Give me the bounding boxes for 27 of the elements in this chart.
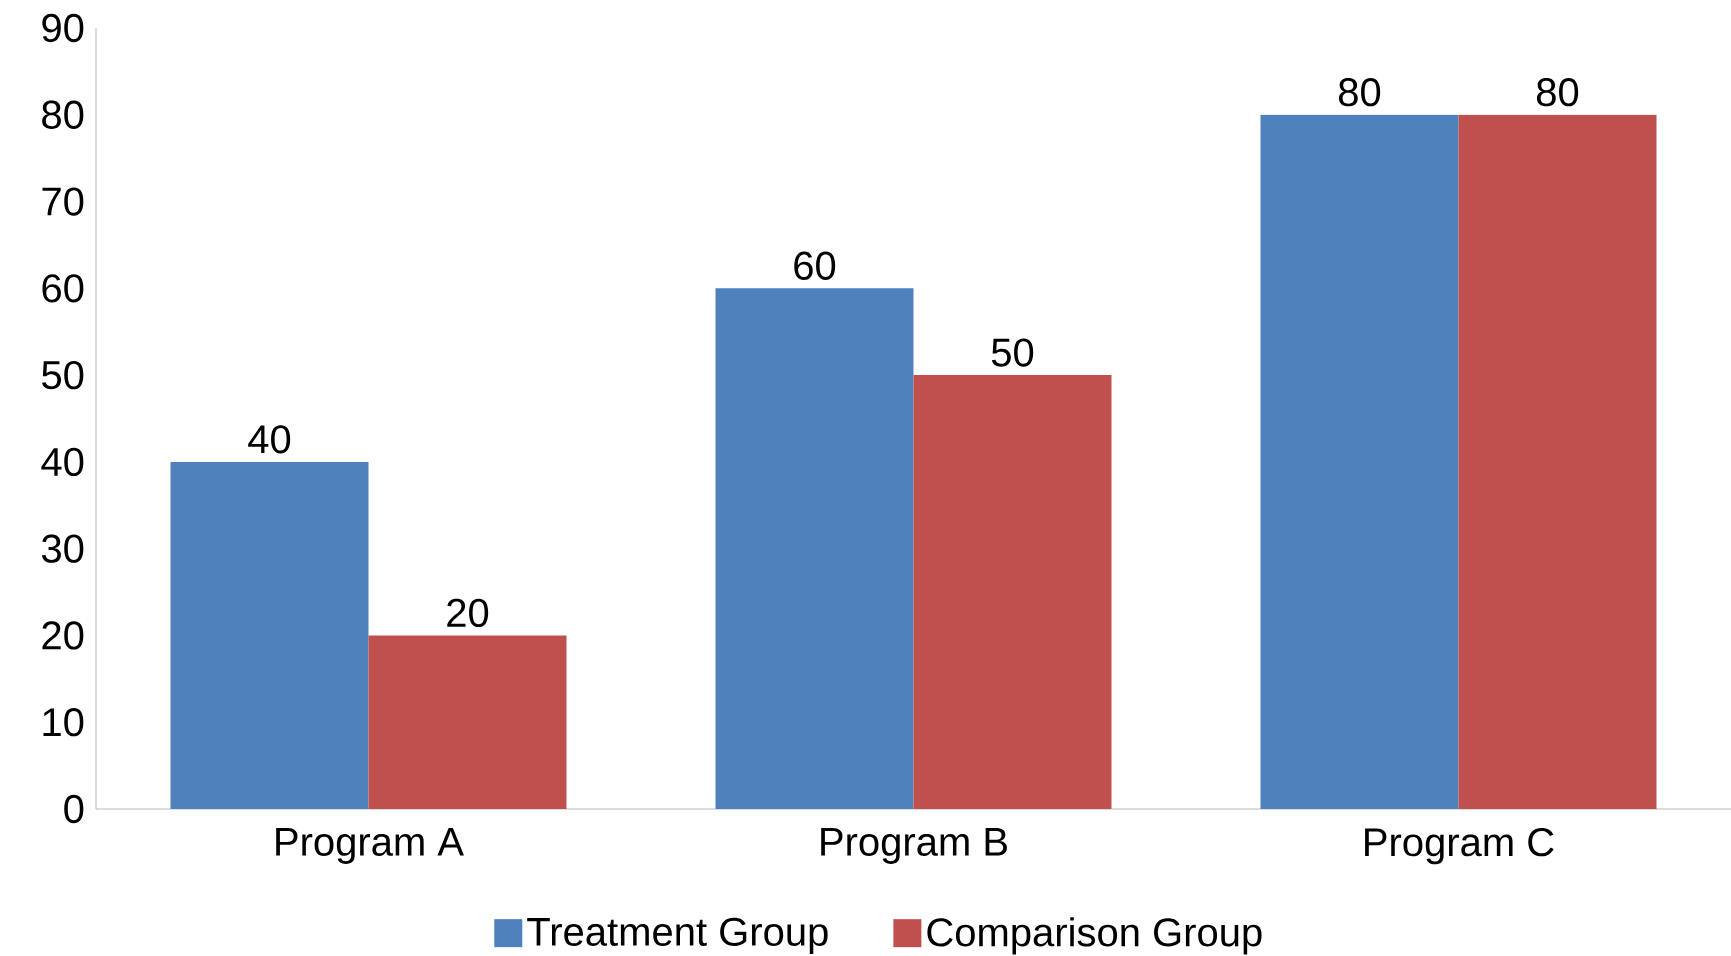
data-label: 60 bbox=[794, 251, 836, 280]
data-label: 20 bbox=[447, 598, 489, 628]
bar bbox=[1260, 114, 1459, 809]
bar bbox=[913, 375, 1112, 809]
legend-label: Comparison Group bbox=[927, 917, 1262, 955]
data-label: 80 bbox=[1338, 78, 1381, 107]
bar bbox=[170, 461, 369, 809]
bar bbox=[368, 635, 567, 809]
y-tick-label: 50 bbox=[42, 360, 84, 390]
y-tick-label: 60 bbox=[42, 274, 84, 303]
data-label: 50 bbox=[991, 338, 1034, 367]
y-tick-label: 20 bbox=[42, 621, 84, 650]
bar bbox=[1458, 114, 1657, 809]
y-tick-label: 10 bbox=[43, 708, 84, 737]
y-tick-label: 90 bbox=[42, 13, 84, 43]
data-label: 40 bbox=[248, 425, 291, 454]
x-tick-label: Program C bbox=[1365, 828, 1554, 865]
x-tick-label: Program A bbox=[276, 828, 464, 864]
x-tick-label: Program B bbox=[821, 828, 1007, 864]
data-label: 80 bbox=[1536, 78, 1579, 107]
y-tick-label: 40 bbox=[41, 447, 84, 477]
legend-label: Treatment Group bbox=[527, 917, 828, 954]
y-tick-label: 30 bbox=[41, 534, 84, 563]
y-tick-label: 80 bbox=[42, 100, 84, 129]
bar bbox=[715, 288, 914, 809]
y-tick-label: 0 bbox=[64, 794, 84, 824]
y-tick-label: 70 bbox=[42, 187, 84, 216]
